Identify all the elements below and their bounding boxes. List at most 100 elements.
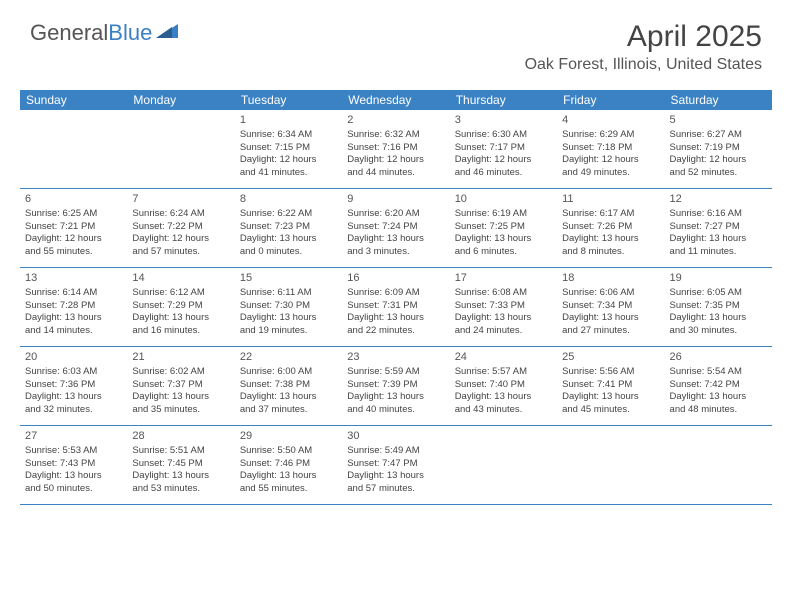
sunrise-text: Sunrise: 6:06 AM: [562, 287, 659, 300]
daylight1-text: Daylight: 13 hours: [240, 312, 337, 325]
day-number: 9: [347, 192, 444, 207]
daylight1-text: Daylight: 13 hours: [562, 233, 659, 246]
sunset-text: Sunset: 7:37 PM: [132, 379, 229, 392]
daylight2-text: and 6 minutes.: [455, 246, 552, 259]
daylight1-text: Daylight: 12 hours: [455, 154, 552, 167]
sunset-text: Sunset: 7:31 PM: [347, 300, 444, 313]
daylight2-text: and 37 minutes.: [240, 404, 337, 417]
day-number: 19: [670, 271, 767, 286]
brand-triangle-icon: [156, 22, 180, 45]
day-cell: 30Sunrise: 5:49 AMSunset: 7:47 PMDayligh…: [342, 426, 449, 504]
day-cell-empty: [450, 426, 557, 504]
sunrise-text: Sunrise: 6:27 AM: [670, 129, 767, 142]
day-cell: 15Sunrise: 6:11 AMSunset: 7:30 PMDayligh…: [235, 268, 342, 346]
daylight1-text: Daylight: 13 hours: [670, 391, 767, 404]
day-cell-empty: [665, 426, 772, 504]
week-row: 27Sunrise: 5:53 AMSunset: 7:43 PMDayligh…: [20, 426, 772, 505]
day-cell: 10Sunrise: 6:19 AMSunset: 7:25 PMDayligh…: [450, 189, 557, 267]
sunrise-text: Sunrise: 6:12 AM: [132, 287, 229, 300]
day-number: 11: [562, 192, 659, 207]
sunrise-text: Sunrise: 6:19 AM: [455, 208, 552, 221]
daylight2-text: and 50 minutes.: [25, 483, 122, 496]
day-number: 7: [132, 192, 229, 207]
sunset-text: Sunset: 7:19 PM: [670, 142, 767, 155]
day-cell: 25Sunrise: 5:56 AMSunset: 7:41 PMDayligh…: [557, 347, 664, 425]
dow-saturday: Saturday: [665, 90, 772, 110]
sunrise-text: Sunrise: 5:51 AM: [132, 445, 229, 458]
day-of-week-header: Sunday Monday Tuesday Wednesday Thursday…: [20, 90, 772, 110]
sunrise-text: Sunrise: 6:00 AM: [240, 366, 337, 379]
day-number: 27: [25, 429, 122, 444]
day-number: 8: [240, 192, 337, 207]
day-number: 23: [347, 350, 444, 365]
sunset-text: Sunset: 7:24 PM: [347, 221, 444, 234]
sunrise-text: Sunrise: 6:34 AM: [240, 129, 337, 142]
daylight2-text: and 49 minutes.: [562, 167, 659, 180]
sunset-text: Sunset: 7:26 PM: [562, 221, 659, 234]
day-number: 5: [670, 113, 767, 128]
day-cell: 29Sunrise: 5:50 AMSunset: 7:46 PMDayligh…: [235, 426, 342, 504]
sunset-text: Sunset: 7:45 PM: [132, 458, 229, 471]
month-title: April 2025: [525, 20, 762, 54]
daylight2-text: and 3 minutes.: [347, 246, 444, 259]
sunrise-text: Sunrise: 6:22 AM: [240, 208, 337, 221]
sunset-text: Sunset: 7:16 PM: [347, 142, 444, 155]
day-number: 1: [240, 113, 337, 128]
day-cell: 19Sunrise: 6:05 AMSunset: 7:35 PMDayligh…: [665, 268, 772, 346]
sunrise-text: Sunrise: 5:50 AM: [240, 445, 337, 458]
sunrise-text: Sunrise: 6:14 AM: [25, 287, 122, 300]
day-cell: 4Sunrise: 6:29 AMSunset: 7:18 PMDaylight…: [557, 110, 664, 188]
sunrise-text: Sunrise: 5:56 AM: [562, 366, 659, 379]
day-cell: 7Sunrise: 6:24 AMSunset: 7:22 PMDaylight…: [127, 189, 234, 267]
daylight2-text: and 30 minutes.: [670, 325, 767, 338]
day-cell: 13Sunrise: 6:14 AMSunset: 7:28 PMDayligh…: [20, 268, 127, 346]
sunrise-text: Sunrise: 6:17 AM: [562, 208, 659, 221]
daylight2-text: and 57 minutes.: [132, 246, 229, 259]
daylight1-text: Daylight: 12 hours: [25, 233, 122, 246]
day-number: 4: [562, 113, 659, 128]
daylight1-text: Daylight: 13 hours: [347, 391, 444, 404]
daylight1-text: Daylight: 13 hours: [240, 233, 337, 246]
sunset-text: Sunset: 7:38 PM: [240, 379, 337, 392]
day-number: 24: [455, 350, 552, 365]
daylight2-text: and 0 minutes.: [240, 246, 337, 259]
sunset-text: Sunset: 7:47 PM: [347, 458, 444, 471]
day-cell: 1Sunrise: 6:34 AMSunset: 7:15 PMDaylight…: [235, 110, 342, 188]
daylight1-text: Daylight: 13 hours: [347, 233, 444, 246]
sunrise-text: Sunrise: 6:25 AM: [25, 208, 122, 221]
daylight1-text: Daylight: 13 hours: [132, 312, 229, 325]
sunset-text: Sunset: 7:23 PM: [240, 221, 337, 234]
sunset-text: Sunset: 7:33 PM: [455, 300, 552, 313]
sunset-text: Sunset: 7:34 PM: [562, 300, 659, 313]
daylight2-text: and 8 minutes.: [562, 246, 659, 259]
day-cell-empty: [20, 110, 127, 188]
sunrise-text: Sunrise: 6:03 AM: [25, 366, 122, 379]
daylight2-text: and 55 minutes.: [240, 483, 337, 496]
sunset-text: Sunset: 7:43 PM: [25, 458, 122, 471]
daylight2-text: and 11 minutes.: [670, 246, 767, 259]
daylight1-text: Daylight: 13 hours: [25, 470, 122, 483]
day-cell: 24Sunrise: 5:57 AMSunset: 7:40 PMDayligh…: [450, 347, 557, 425]
dow-monday: Monday: [127, 90, 234, 110]
day-cell-empty: [557, 426, 664, 504]
daylight1-text: Daylight: 13 hours: [562, 312, 659, 325]
sunset-text: Sunset: 7:28 PM: [25, 300, 122, 313]
daylight1-text: Daylight: 13 hours: [240, 470, 337, 483]
weeks-container: 1Sunrise: 6:34 AMSunset: 7:15 PMDaylight…: [20, 110, 772, 505]
daylight2-text: and 45 minutes.: [562, 404, 659, 417]
daylight1-text: Daylight: 12 hours: [562, 154, 659, 167]
week-row: 20Sunrise: 6:03 AMSunset: 7:36 PMDayligh…: [20, 347, 772, 426]
dow-sunday: Sunday: [20, 90, 127, 110]
daylight2-text: and 57 minutes.: [347, 483, 444, 496]
daylight2-text: and 40 minutes.: [347, 404, 444, 417]
day-number: 22: [240, 350, 337, 365]
day-number: 26: [670, 350, 767, 365]
daylight1-text: Daylight: 12 hours: [132, 233, 229, 246]
day-cell: 16Sunrise: 6:09 AMSunset: 7:31 PMDayligh…: [342, 268, 449, 346]
daylight1-text: Daylight: 13 hours: [562, 391, 659, 404]
sunset-text: Sunset: 7:41 PM: [562, 379, 659, 392]
sunrise-text: Sunrise: 6:08 AM: [455, 287, 552, 300]
daylight2-text: and 16 minutes.: [132, 325, 229, 338]
daylight1-text: Daylight: 13 hours: [455, 233, 552, 246]
daylight1-text: Daylight: 12 hours: [240, 154, 337, 167]
